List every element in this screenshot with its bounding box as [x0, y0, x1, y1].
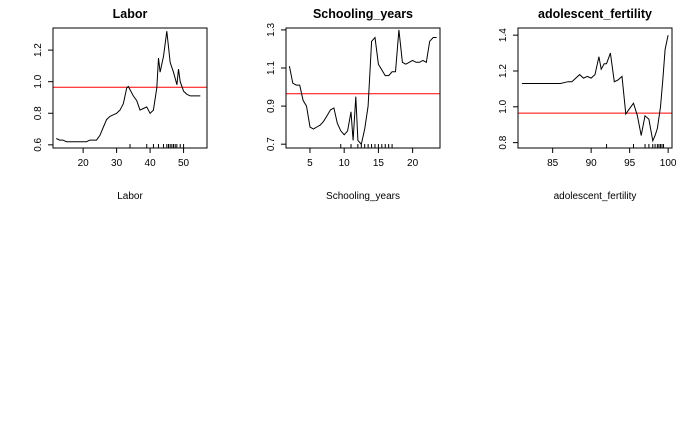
y-tick-label: 0.7 [266, 137, 277, 151]
y-tick-label: 1.3 [266, 23, 277, 37]
x-tick-label: 95 [624, 158, 636, 169]
series-line-1 [288, 29, 437, 146]
y-tick-label: 1.2 [33, 43, 44, 57]
y-tick-label: 1.4 [498, 28, 509, 42]
y-tick-label: 1.0 [498, 99, 509, 113]
y-tick-label: 1.0 [33, 74, 44, 88]
x-axis-label: Labor [117, 191, 143, 202]
x-tick-label: 100 [660, 158, 677, 169]
series-line-1 [56, 31, 201, 143]
y-tick-label: 0.8 [498, 135, 509, 149]
y-tick-label: 0.6 [33, 137, 44, 151]
chart-panel-1: Labor Labor 20 30 40 50 0.6 0.8 1.0 1.2 [33, 7, 208, 202]
y-tick-label: 1.1 [266, 61, 277, 75]
x-tick-label: 15 [373, 158, 385, 169]
x-tick-label: 40 [145, 158, 157, 169]
chart-title: Schooling_years [313, 7, 413, 21]
chart-panel-3: adolescent_fertility adolescent_fertility… [498, 7, 677, 202]
y-tick-label: 0.8 [33, 106, 44, 120]
x-tick-label: 30 [111, 158, 123, 169]
chart-panel-2: Schooling_years Schooling_years 5 10 15 20 0.7… [266, 7, 441, 202]
x-axis-label: Schooling_years [326, 191, 400, 202]
chart-title: adolescent_fertility [538, 7, 652, 21]
plot-frame [52, 27, 208, 149]
plot-frame [517, 27, 673, 149]
x-tick-label: 5 [307, 158, 313, 169]
x-tick-label: 90 [586, 158, 598, 169]
plot-frame [285, 27, 441, 149]
chart-title: Labor [113, 7, 148, 21]
x-tick-label: 85 [547, 158, 559, 169]
series-line-1 [521, 35, 669, 143]
y-tick-label: 1.2 [498, 64, 509, 78]
x-axis-label: adolescent_fertility [554, 191, 637, 202]
y-tick-label: 0.9 [266, 99, 277, 113]
x-tick-label: 10 [339, 158, 351, 169]
x-tick-label: 20 [407, 158, 419, 169]
x-tick-label: 50 [178, 158, 190, 169]
x-tick-label: 20 [78, 158, 90, 169]
